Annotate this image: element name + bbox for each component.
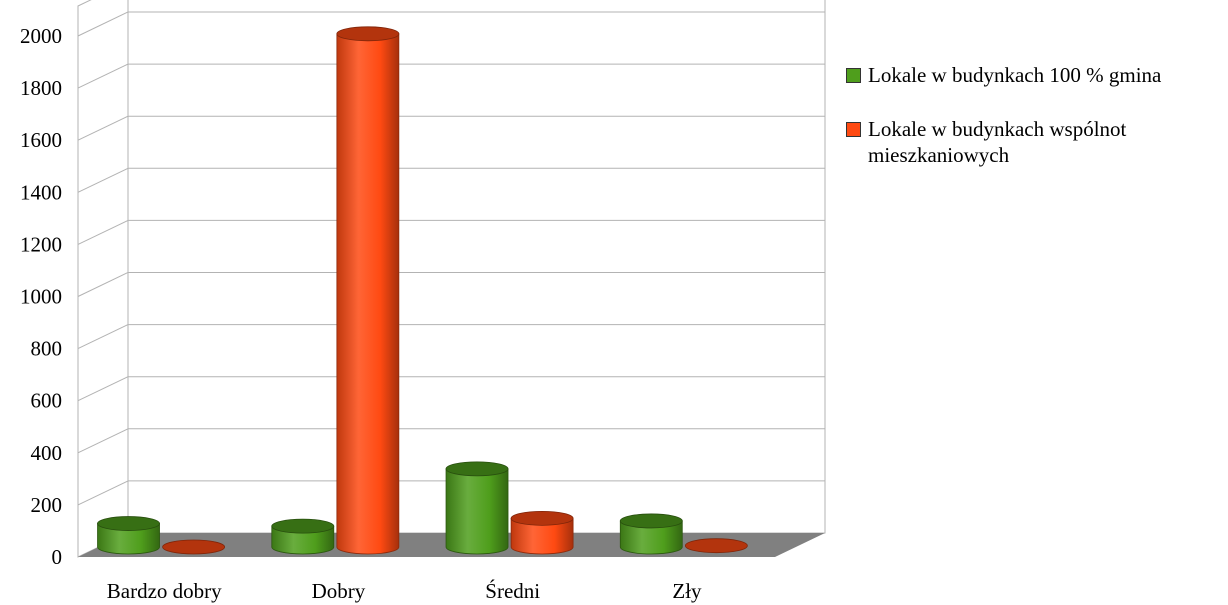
legend-label-gmina: Lokale w budynkach 100 % gmina — [868, 63, 1162, 87]
chart-walls — [77, 0, 826, 558]
bar-0-0 — [97, 516, 160, 555]
bar-0-3 — [619, 513, 683, 555]
bar-1-0 — [162, 539, 226, 555]
x-tick-label: Średni — [485, 579, 540, 603]
legend-item-wspolnoty: Lokale w budynkach wspólnot mieszkaniowy… — [844, 116, 1224, 168]
gridline-side-400 — [77, 428, 129, 454]
y-axis-ticks: 0 200 400 600 800 1000 1200 1400 1600 1800 2000 — [20, 24, 62, 569]
gridlines — [77, 11, 825, 506]
gridline-side-1600 — [77, 115, 129, 141]
gridline-side-2000 — [77, 11, 129, 37]
y-tick-label: 400 — [31, 441, 63, 465]
legend-swatch-wspolnoty — [846, 122, 861, 137]
y-tick-label: 1600 — [20, 128, 62, 152]
y-tick-label: 1400 — [20, 180, 62, 204]
gridline-side-1800 — [77, 63, 129, 89]
x-tick-label: Dobry — [312, 579, 366, 603]
legend-label-wspolnoty: Lokale w budynkach wspólnot mieszkaniowy… — [868, 117, 1127, 167]
legend: Lokale w budynkach 100 % gmina Lokale w … — [844, 62, 1224, 196]
bar-1-3 — [684, 538, 748, 554]
gridline-side-800 — [77, 324, 129, 350]
bar-1-1 — [336, 26, 400, 555]
legend-item-gmina: Lokale w budynkach 100 % gmina — [844, 62, 1224, 88]
y-tick-label: 200 — [31, 493, 63, 517]
y-tick-label: 800 — [31, 337, 63, 361]
bar-1-2 — [510, 510, 574, 555]
gridline-side-600 — [77, 376, 129, 402]
y-tick-label: 1000 — [20, 285, 62, 309]
chart-plot: 0 200 400 600 800 1000 1200 1400 1600 1800 2000 Ba… — [20, 0, 826, 603]
gridline-side-1000 — [77, 272, 129, 297]
x-tick-label: Bardzo dobry — [107, 579, 222, 603]
bar-0-1 — [271, 518, 335, 555]
y-tick-label: 1800 — [20, 76, 62, 100]
gridline-side-1200 — [77, 219, 129, 245]
y-tick-label: 2000 — [20, 24, 62, 48]
y-tick-label: 600 — [31, 389, 63, 413]
x-axis-labels: Bardzo dobry Dobry Średni Zły — [107, 579, 702, 603]
gridline-side-200 — [77, 480, 129, 506]
bars — [97, 26, 748, 555]
y-tick-label: 0 — [52, 545, 63, 569]
legend-swatch-gmina — [846, 68, 861, 83]
x-tick-label: Zły — [672, 579, 702, 603]
bar-0-2 — [445, 461, 509, 555]
y-tick-label: 1200 — [20, 232, 62, 256]
gridline-side-1400 — [77, 167, 129, 193]
